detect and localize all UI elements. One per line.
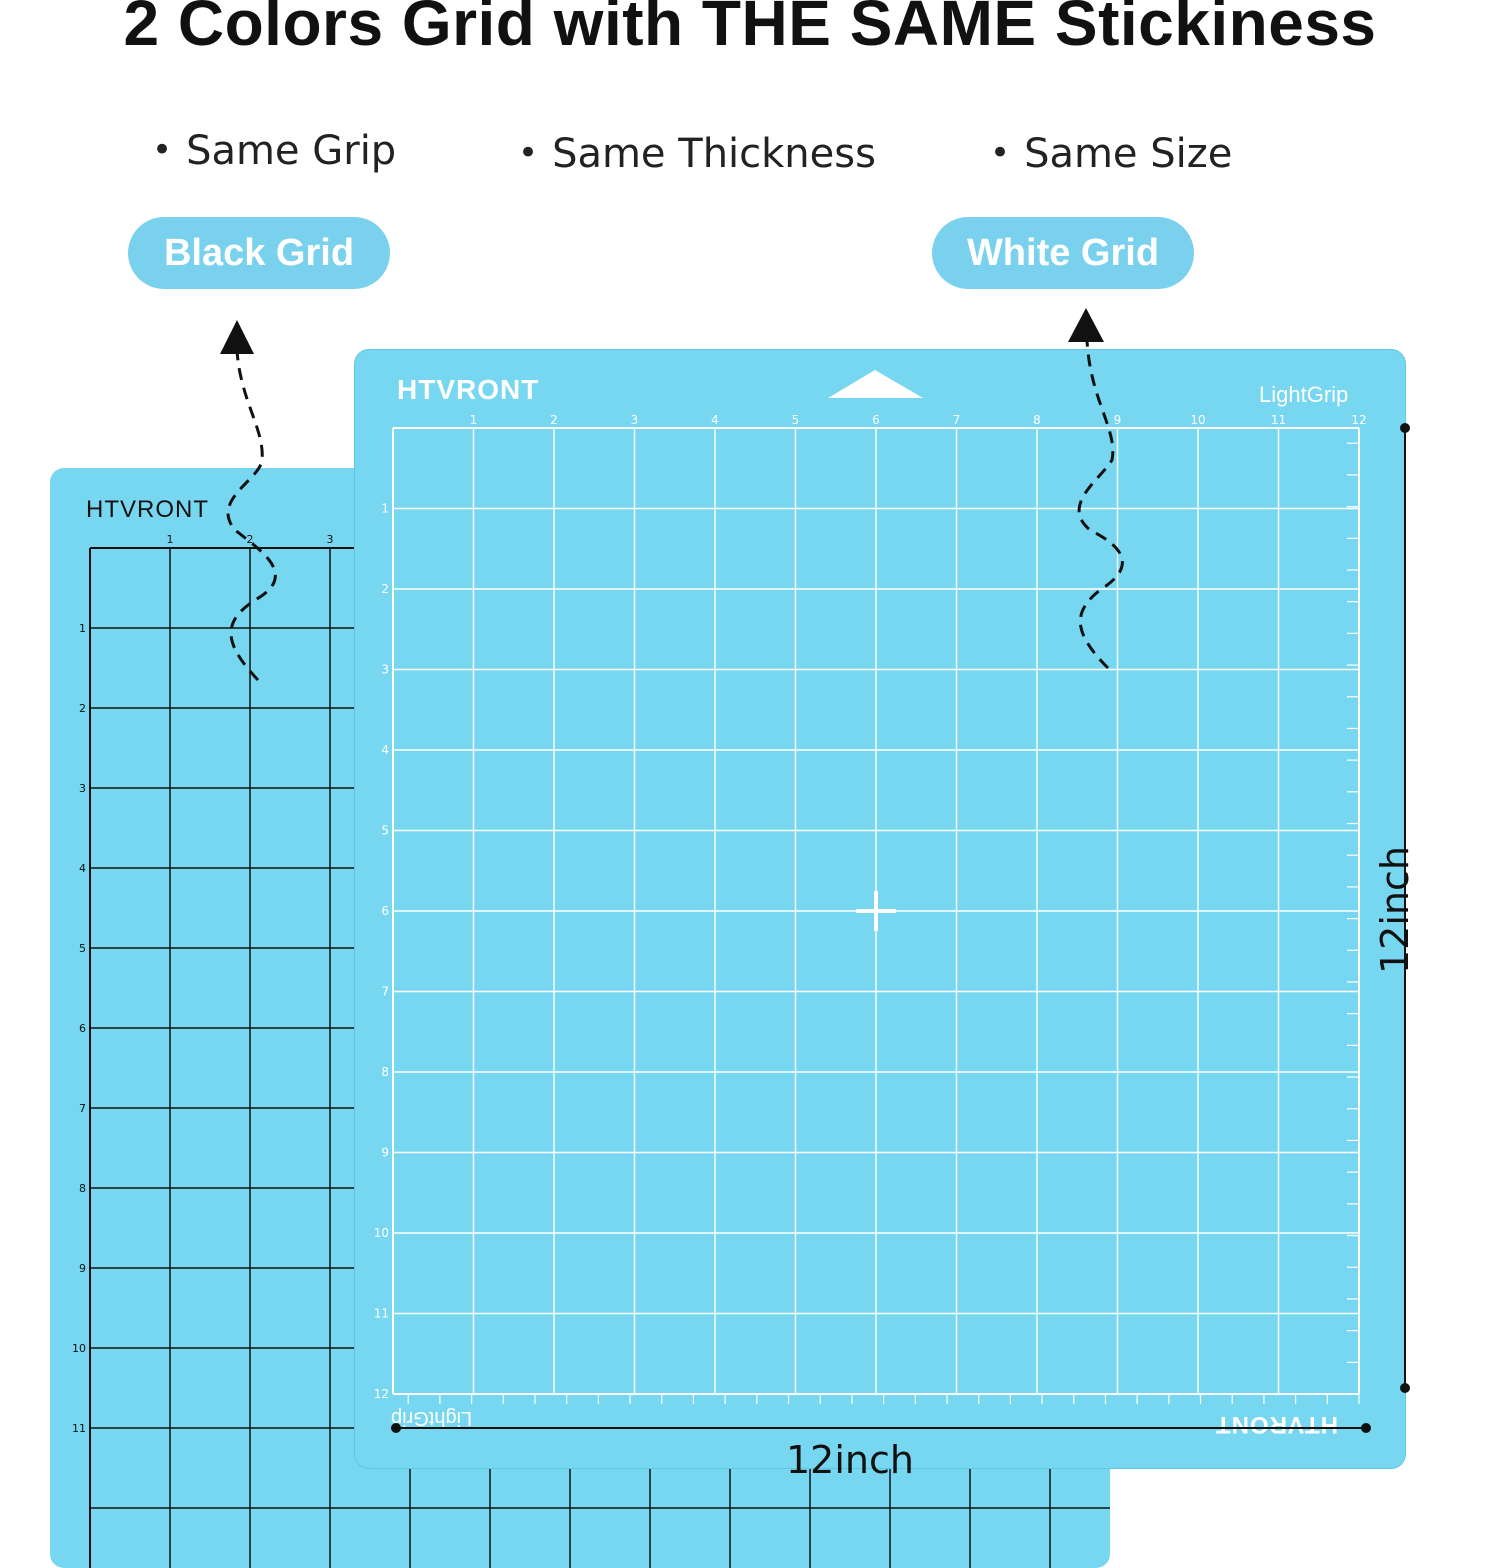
bullet-icon: • (990, 133, 1011, 173)
svg-text:6: 6 (79, 1022, 86, 1035)
svg-text:3: 3 (381, 663, 389, 677)
svg-text:4: 4 (711, 413, 719, 427)
width-label: 12inch (786, 1438, 914, 1482)
svg-text:2: 2 (247, 533, 254, 546)
svg-text:1: 1 (470, 413, 478, 427)
svg-text:9: 9 (381, 1146, 389, 1160)
svg-text:10: 10 (72, 1342, 86, 1355)
height-label: 12inch (1373, 846, 1417, 974)
feature-label: Same Size (1024, 131, 1233, 177)
svg-text:2: 2 (79, 702, 86, 715)
svg-text:8: 8 (79, 1182, 86, 1195)
svg-text:7: 7 (953, 413, 961, 427)
svg-text:3: 3 (79, 782, 86, 795)
svg-text:5: 5 (792, 413, 800, 427)
feature-same-grip: • Same Grip (152, 128, 396, 174)
feature-label: Same Thickness (552, 131, 876, 177)
feature-label: Same Grip (186, 128, 397, 174)
svg-text:8: 8 (1033, 413, 1041, 427)
svg-text:8: 8 (381, 1065, 389, 1079)
svg-text:12: 12 (374, 1387, 389, 1401)
black-grid-badge: Black Grid (128, 217, 390, 289)
svg-text:6: 6 (381, 904, 389, 918)
white-mat-brand: HTVRONT (397, 374, 540, 405)
svg-text:9: 9 (1114, 413, 1122, 427)
svg-text:12: 12 (1351, 413, 1366, 427)
svg-text:11: 11 (374, 1307, 389, 1321)
svg-text:4: 4 (381, 743, 389, 757)
black-mat-brand: HTVRONT (86, 496, 209, 523)
white-mat-brand-logo: HTVRONT (397, 374, 539, 406)
white-mat-grip-label: LightGrip (1259, 382, 1349, 407)
svg-text:5: 5 (79, 942, 86, 955)
svg-text:10: 10 (374, 1226, 389, 1240)
black-mat-brand-logo: HTVRONT (86, 496, 209, 524)
headline: 2 Colors Grid with THE SAME Stickiness (123, 0, 1377, 59)
svg-text:7: 7 (381, 985, 389, 999)
svg-text:1: 1 (167, 533, 174, 546)
white-mat-brand-logo-flipped: HTVRONT (1215, 1410, 1338, 1438)
svg-text:10: 10 (1190, 413, 1205, 427)
svg-text:11: 11 (1271, 413, 1286, 427)
feature-same-thickness: • Same Thickness (518, 131, 876, 177)
svg-text:9: 9 (79, 1262, 86, 1275)
white-grid-mat: 1 2 3 4 5 6 7 8 9 10 11 12 1 2 3 4 5 6 7 8 9 10 11 12 HTVRONT L… (355, 350, 1405, 1468)
svg-text:3: 3 (631, 413, 639, 427)
svg-text:7: 7 (79, 1102, 86, 1115)
white-mat-grip-label-flipped: LightGrip (391, 1407, 473, 1429)
svg-text:5: 5 (381, 824, 389, 838)
svg-text:6: 6 (872, 413, 880, 427)
svg-text:1: 1 (79, 622, 86, 635)
bullet-icon: • (518, 133, 539, 173)
svg-text:3: 3 (327, 533, 334, 546)
svg-text:2: 2 (550, 413, 558, 427)
bullet-icon: • (152, 130, 173, 170)
svg-text:11: 11 (72, 1422, 86, 1435)
svg-text:2: 2 (381, 582, 389, 596)
svg-text:1: 1 (381, 502, 389, 516)
white-grid-badge: White Grid (932, 217, 1194, 289)
feature-same-size: • Same Size (990, 131, 1232, 177)
white-mat-brand-flipped: HTVRONT (1215, 1411, 1338, 1438)
svg-text:4: 4 (79, 862, 86, 875)
